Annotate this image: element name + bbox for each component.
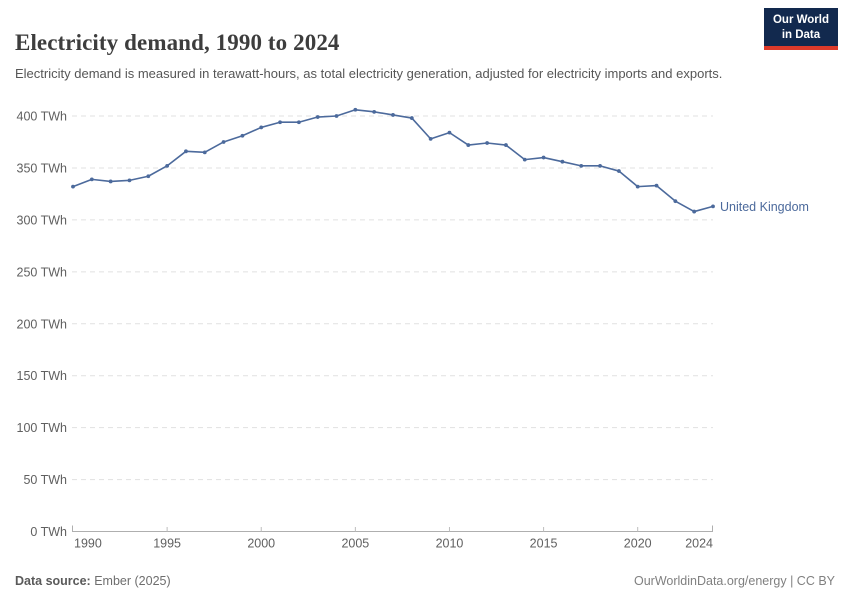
y-axis-tick-label: 300 TWh — [17, 213, 68, 227]
data-point — [711, 204, 715, 209]
data-point — [485, 141, 490, 145]
data-point — [240, 133, 245, 138]
line-chart: 0 TWh 50 TWh 100 TWh 150 TWh 200 TWh 250 TWh 3… — [17, 107, 809, 551]
data-point — [296, 120, 301, 125]
series-label: United Kingdom — [720, 200, 809, 214]
data-point — [165, 163, 170, 168]
x-axis-tick-label: 1990 — [74, 537, 102, 551]
data-point — [146, 174, 151, 179]
y-axis-tick-label: 150 TWh — [17, 369, 68, 383]
y-axis-tick-label: 0 TWh — [30, 525, 67, 539]
data-source: Data source: Ember (2025) — [15, 574, 171, 588]
chart-title: Electricity demand, 1990 to 2024 — [15, 30, 340, 56]
data-point — [598, 163, 602, 168]
x-axis-tick-label: 1995 — [153, 537, 181, 551]
data-point — [353, 107, 358, 112]
data-point — [372, 109, 377, 114]
data-point — [560, 159, 565, 164]
owid-logo-line2: in Data — [781, 28, 821, 41]
chart-footer: Data source: Ember (2025) OurWorldinData… — [15, 574, 835, 588]
x-axis-tick-label: 2010 — [436, 537, 464, 551]
license-credit-link[interactable]: OurWorldinData.org/energy | CC BY — [633, 574, 835, 588]
chart-subtitle: Electricity demand is measured in terawa… — [15, 66, 723, 81]
data-point — [202, 150, 207, 155]
x-axis-tick-label: 2020 — [624, 537, 652, 551]
data-point — [108, 179, 113, 184]
data-point — [673, 199, 678, 204]
data-point — [259, 125, 264, 130]
data-point — [334, 114, 339, 118]
y-axis-tick-label: 100 TWh — [17, 421, 68, 435]
owid-logo[interactable]: Our World in Data — [763, 8, 838, 50]
y-axis-tick-label: 400 TWh — [17, 110, 68, 124]
data-point — [522, 157, 527, 162]
data-point — [391, 113, 395, 117]
data-point — [616, 169, 621, 173]
data-point — [466, 143, 471, 147]
chart-canvas: 0 TWh 50 TWh 100 TWh 150 TWh 200 TWh 250 TWh 3… — [0, 95, 850, 565]
data-source-value[interactable]: Ember (2025) — [94, 574, 171, 588]
x-axis-tick-label: 2015 — [530, 537, 558, 551]
data-point — [71, 184, 75, 189]
data-point — [89, 177, 94, 182]
data-point — [579, 163, 584, 168]
x-axis-tick-label: 2000 — [247, 537, 275, 551]
owid-logo-line1: Our World — [772, 14, 829, 26]
data-source-label: Data source: — [15, 574, 91, 588]
data-point — [447, 130, 452, 135]
data-point — [315, 115, 320, 119]
data-point — [221, 140, 226, 144]
data-point — [278, 120, 282, 125]
data-point — [654, 183, 659, 188]
x-axis-tick-label: 2024 — [685, 537, 713, 551]
y-axis-tick-label: 350 TWh — [17, 161, 68, 175]
y-axis-tick-label: 200 TWh — [17, 317, 68, 331]
data-point — [692, 209, 697, 214]
data-line — [72, 108, 714, 213]
data-point — [428, 136, 433, 141]
x-axis-tick-label: 2005 — [341, 537, 369, 551]
y-axis-tick-label: 50 TWh — [23, 473, 67, 487]
y-axis-tick-label: 250 TWh — [17, 265, 68, 279]
data-point — [541, 155, 546, 160]
data-point — [184, 149, 188, 154]
data-point — [127, 178, 132, 183]
data-point — [409, 116, 414, 120]
data-point — [635, 184, 640, 189]
data-point — [504, 143, 508, 147]
